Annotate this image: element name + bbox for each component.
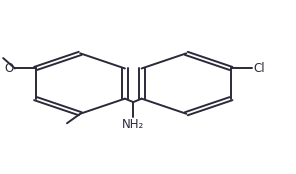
Text: NH₂: NH₂ xyxy=(122,118,144,131)
Text: O: O xyxy=(4,62,14,75)
Text: Cl: Cl xyxy=(253,62,265,75)
